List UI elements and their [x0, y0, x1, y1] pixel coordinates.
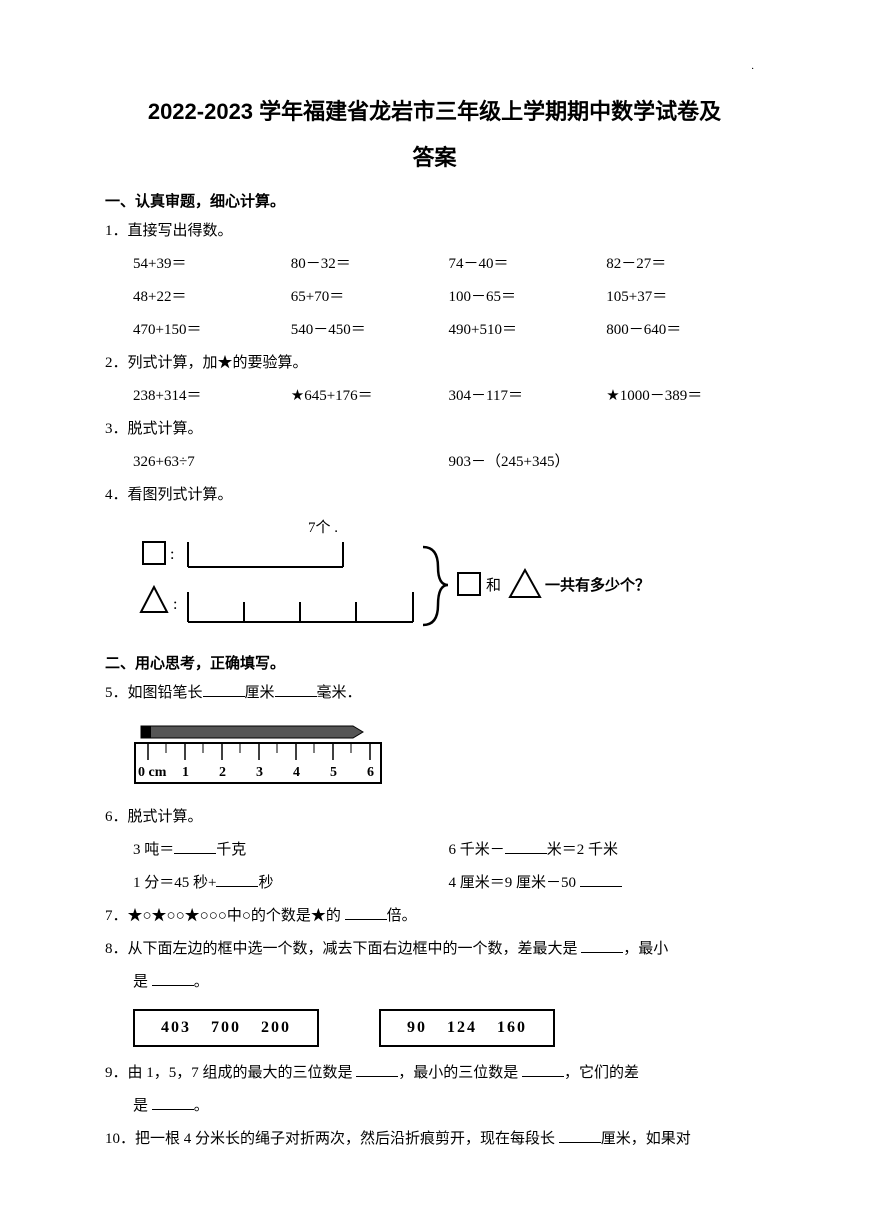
blank [559, 1127, 601, 1143]
q1-item: 800－640＝ [606, 314, 764, 347]
q5: 5．如图铅笔长 厘米 毫米． [105, 677, 764, 710]
blank [203, 681, 245, 697]
doc-title-line2: 答案 [105, 140, 764, 172]
q9-mid1: ，最小的三位数是 [398, 1065, 518, 1081]
q6-item: 6 千米－米＝2 千米 [449, 834, 765, 867]
q9-mid2: ，它们的差 [564, 1065, 639, 1081]
blank [345, 904, 387, 920]
q8-pre: 8．从下面左边的框中选一个数，减去下面右边框中的一个数，差最大是 [105, 941, 578, 957]
q3-item: 326+63÷7 [133, 446, 449, 479]
q8-post: ，最小 [623, 941, 668, 957]
q3-grid: 326+63÷7 903－（245+345） [133, 446, 764, 479]
page-marker: . [105, 60, 764, 72]
q5-pre: 5．如图铅笔长 [105, 685, 203, 701]
svg-text:1: 1 [182, 765, 189, 780]
svg-text:一共有多少个？: 一共有多少个？ [545, 576, 650, 594]
blank [275, 681, 317, 697]
q1-grid: 54+39＝ 80－32＝ 74－40＝ 82－27＝ 48+22＝ 65+70… [133, 248, 764, 347]
q4-top-label: 7个 . [308, 519, 338, 536]
q4-diagram: 7个 . : : 和 一共有多少个？ [133, 517, 764, 642]
q1-item: 65+70＝ [291, 281, 449, 314]
q1-item: 48+22＝ [133, 281, 291, 314]
q6-item: 1 分＝45 秒+秒 [133, 867, 449, 900]
q9-l2-post: 。 [194, 1098, 209, 1114]
q7: 7．★○★○○★○○○中○的个数是★的 倍。 [105, 900, 764, 933]
q1-item: 54+39＝ [133, 248, 291, 281]
svg-text::: : [170, 546, 174, 563]
q4-label: 4．看图列式计算。 [105, 479, 764, 512]
doc-title-line1: 2022-2023 学年福建省龙岩市三年级上学期期中数学试卷及 [105, 92, 764, 132]
q9-l2-pre: 是 [133, 1098, 148, 1114]
section1-header: 一、认真审题，细心计算。 [105, 190, 764, 211]
q1-item: 470+150＝ [133, 314, 291, 347]
blank [581, 937, 623, 953]
q2-grid: 238+314＝ ★645+176＝ 304－117＝ ★1000－389＝ [133, 380, 764, 413]
q5-unit2: 毫米． [317, 685, 362, 701]
q2-label: 2．列式计算，加★的要验算。 [105, 347, 764, 380]
q9-pre1: 9．由 1，5，7 组成的最大的三位数是 [105, 1065, 353, 1081]
q2-item: 238+314＝ [133, 380, 291, 413]
q10: 10．把一根 4 分米长的绳子对折两次，然后沿折痕剪开，现在每段长 厘米，如果对 [105, 1123, 764, 1156]
q1-item: 490+510＝ [449, 314, 607, 347]
q6-item: 4 厘米＝9 厘米－50 [449, 867, 765, 900]
q8-line1: 8．从下面左边的框中选一个数，减去下面右边框中的一个数，差最大是 ，最小 [105, 933, 764, 966]
q3-label: 3．脱式计算。 [105, 413, 764, 446]
svg-text:4: 4 [293, 765, 300, 780]
q10-post: 厘米，如果对 [601, 1131, 691, 1147]
svg-text::: : [173, 596, 177, 613]
q1-item: 80－32＝ [291, 248, 449, 281]
q7-pre: 7．★○★○○★○○○中○的个数是★的 [105, 908, 341, 924]
q8-boxes: 403700200 90124160 [133, 1009, 764, 1047]
q9-line1: 9．由 1，5，7 组成的最大的三位数是 ，最小的三位数是 ，它们的差 [105, 1057, 764, 1090]
q1-item: 540－450＝ [291, 314, 449, 347]
blank [580, 871, 622, 887]
blank [505, 838, 547, 854]
q9-line2: 是 。 [133, 1090, 764, 1123]
svg-text:0 cm: 0 cm [138, 765, 167, 780]
q6-item: 3 吨＝千克 [133, 834, 449, 867]
blank [174, 838, 216, 854]
q8-box2: 90124160 [379, 1009, 555, 1047]
svg-text:5: 5 [330, 765, 337, 780]
svg-text:6: 6 [367, 765, 374, 780]
ruler-diagram: 0 cm 1 2 3 4 5 6 [133, 718, 764, 793]
q8-box1: 403700200 [133, 1009, 319, 1047]
q1-item: 82－27＝ [606, 248, 764, 281]
blank [216, 871, 258, 887]
blank [522, 1061, 564, 1077]
svg-text:2: 2 [219, 765, 226, 780]
q7-post: 倍。 [387, 908, 417, 924]
svg-text:3: 3 [256, 765, 263, 780]
q8-line2: 是 。 [133, 966, 764, 999]
q5-unit1: 厘米 [245, 685, 275, 701]
q3-item: 903－（245+345） [449, 446, 765, 479]
q1-item: 105+37＝ [606, 281, 764, 314]
q6-grid: 3 吨＝千克 6 千米－米＝2 千米 1 分＝45 秒+秒 4 厘米＝9 厘米－… [133, 834, 764, 900]
q10-pre: 10．把一根 4 分米长的绳子对折两次，然后沿折痕剪开，现在每段长 [105, 1131, 555, 1147]
blank [152, 970, 194, 986]
q1-item: 100－65＝ [449, 281, 607, 314]
q2-item: ★645+176＝ [291, 380, 449, 413]
blank [152, 1094, 194, 1110]
q1-item: 74－40＝ [449, 248, 607, 281]
q2-item: ★1000－389＝ [606, 380, 764, 413]
q8-l2-pre: 是 [133, 974, 148, 990]
q1-label: 1．直接写出得数。 [105, 215, 764, 248]
svg-text:和: 和 [486, 577, 501, 594]
q2-item: 304－117＝ [449, 380, 607, 413]
section2-header: 二、用心思考，正确填写。 [105, 652, 764, 673]
q6-label: 6．脱式计算。 [105, 801, 764, 834]
q8-l2-post: 。 [194, 974, 209, 990]
blank [356, 1061, 398, 1077]
